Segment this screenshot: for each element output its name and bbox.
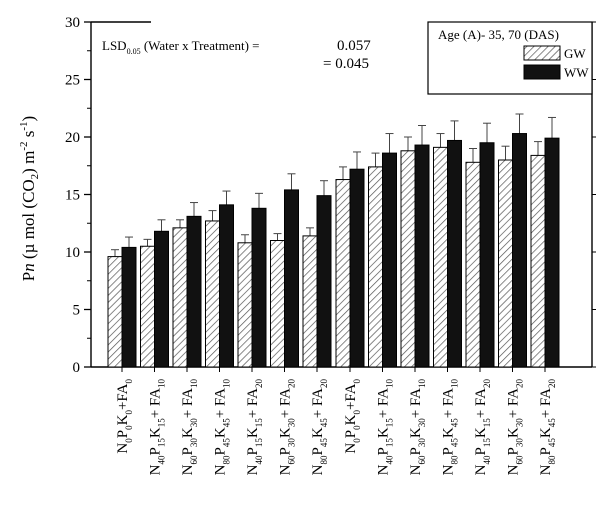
category-label: N40P15K15+ FA20 (245, 379, 264, 476)
bar-gw (465, 161, 481, 368)
category-label: N80P45K45+ FA20 (538, 379, 557, 476)
legend-title: Age (A)- 35, 70 (DAS) (438, 27, 559, 42)
bar-gw (400, 150, 416, 368)
category-label: N80P45K45+ FA10 (441, 379, 460, 476)
category-label: N40P15K15+ FA10 (376, 379, 395, 476)
bar-gw (205, 220, 220, 368)
category-label: N40P15K15+ FA20 (473, 379, 492, 476)
category-label: N60P30K30+ FA20 (278, 379, 297, 476)
legend-swatch-ww (523, 64, 561, 80)
y-tick-label: 20 (65, 130, 80, 146)
legend-label-gw: GW (564, 46, 586, 61)
y-tick-label: 30 (65, 15, 80, 31)
legend-label-ww: WW (564, 65, 589, 80)
lsd-value-2: = 0.045 (323, 56, 369, 72)
bar-ww (121, 246, 137, 368)
bar-ww (219, 204, 234, 368)
legend-swatch-gw (523, 45, 561, 61)
bar-ww (414, 144, 430, 368)
category-label: N60P30K30+ FA20 (506, 379, 525, 476)
bar-ww (479, 142, 495, 368)
category-label: N60P30K30+ FA10 (408, 379, 427, 476)
bar-ww (447, 139, 462, 368)
bar-gw (433, 146, 448, 368)
y-tick-label: 5 (73, 303, 81, 319)
bar-ww (544, 137, 560, 368)
y-tick-label: 0 (73, 360, 81, 376)
bar-ww (284, 189, 299, 368)
bar-ww (349, 168, 365, 368)
y-tick-label: 15 (65, 188, 80, 204)
bar-ww (251, 207, 267, 368)
bar-gw (237, 242, 253, 368)
category-label: N40P15K15+ FA10 (148, 379, 167, 476)
bar-ww (382, 152, 397, 368)
bar-ww (316, 195, 332, 368)
y-tick-label: 10 (65, 245, 80, 261)
bar-ww (186, 215, 202, 368)
bar-gw (140, 245, 155, 368)
category-label: N60P30K30+ FA10 (180, 379, 199, 476)
bar-gw (172, 227, 188, 368)
bar-ww (154, 230, 169, 368)
category-label: N0P0K0+FA0 (115, 379, 134, 454)
legend-box (427, 21, 593, 95)
bar-gw (270, 240, 285, 368)
y-axis-title: Pn (µ mol (CO2) m-2 s-1) (18, 116, 41, 281)
bar-gw (335, 179, 351, 368)
category-label: N80P45K45+ FA10 (213, 379, 232, 476)
bar-gw (368, 166, 383, 368)
category-label: N0P0K0+FA0 (343, 379, 362, 454)
category-label: N80P45K45+ FA20 (310, 379, 329, 476)
lsd-value-1: 0.057 (337, 38, 371, 54)
bar-gw (302, 235, 318, 368)
y-tick-label: 25 (65, 73, 80, 89)
bar-gw (107, 256, 123, 368)
lsd-annotation: LSD0.05 (Water x Treatment) = (102, 38, 260, 56)
bar-ww (512, 133, 527, 368)
bar-gw (498, 159, 513, 368)
bar-gw (530, 154, 546, 368)
